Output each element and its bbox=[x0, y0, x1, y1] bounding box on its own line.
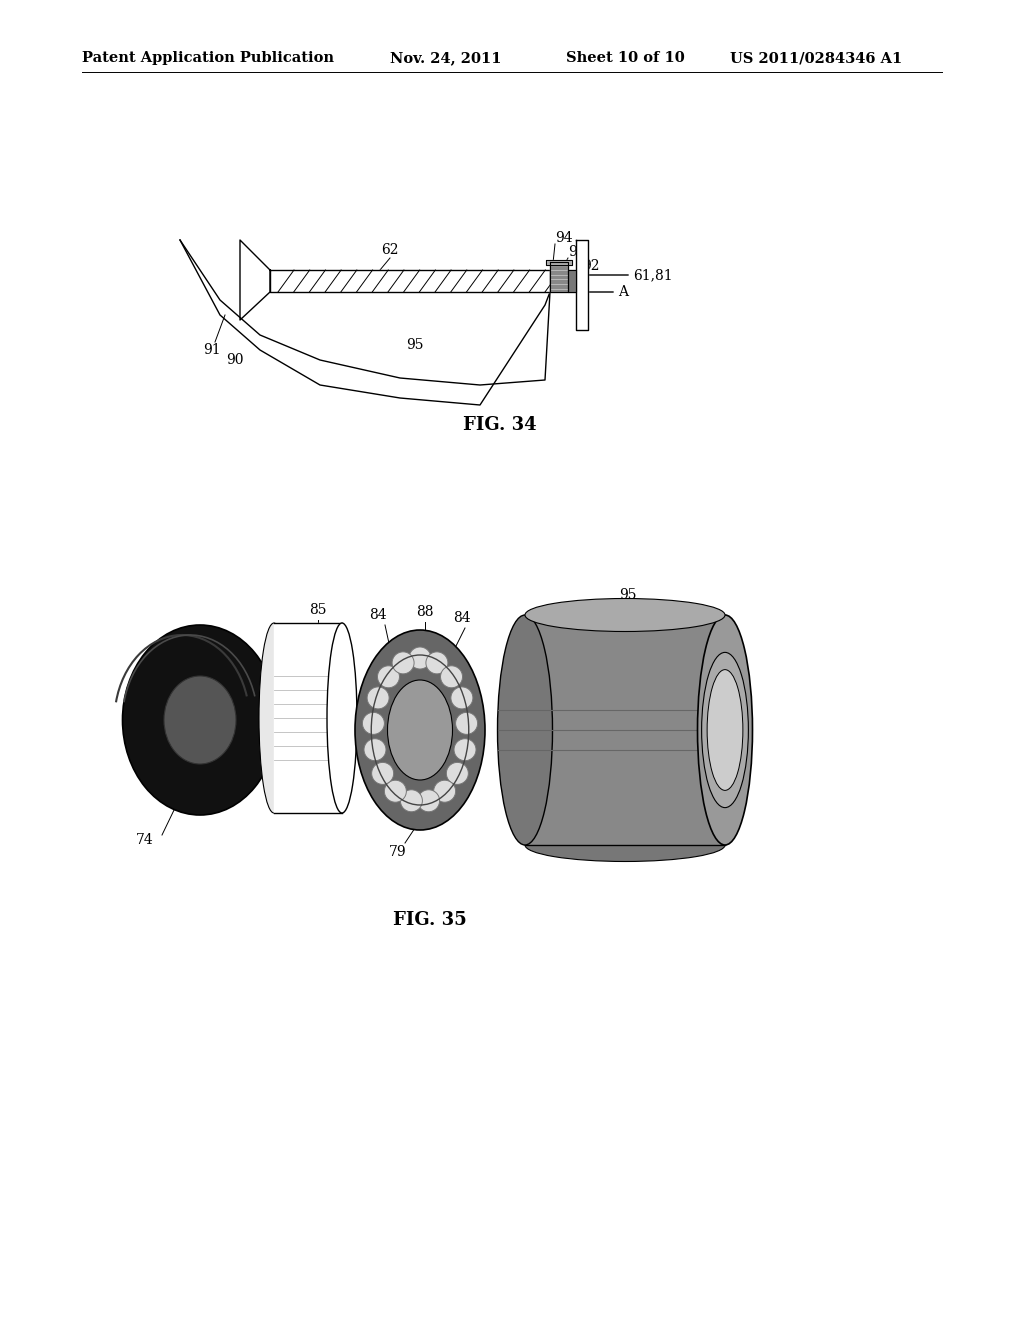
Text: 79: 79 bbox=[389, 845, 407, 859]
Ellipse shape bbox=[456, 713, 477, 734]
Ellipse shape bbox=[433, 780, 456, 803]
Text: 94: 94 bbox=[555, 231, 572, 246]
Text: 95: 95 bbox=[620, 587, 637, 602]
Ellipse shape bbox=[259, 623, 289, 813]
Text: US 2011/0284346 A1: US 2011/0284346 A1 bbox=[730, 51, 902, 65]
Ellipse shape bbox=[372, 763, 393, 784]
Ellipse shape bbox=[362, 713, 384, 734]
Text: 82: 82 bbox=[696, 634, 714, 647]
Ellipse shape bbox=[440, 665, 463, 688]
Ellipse shape bbox=[525, 598, 725, 631]
Ellipse shape bbox=[451, 686, 473, 709]
Polygon shape bbox=[550, 261, 568, 292]
Text: 74: 74 bbox=[136, 833, 154, 847]
Text: 92: 92 bbox=[662, 619, 679, 634]
Ellipse shape bbox=[164, 676, 236, 764]
Text: 95: 95 bbox=[407, 338, 424, 352]
Ellipse shape bbox=[364, 739, 386, 760]
Text: 90: 90 bbox=[226, 352, 244, 367]
Text: A: A bbox=[618, 285, 628, 300]
Ellipse shape bbox=[409, 647, 431, 669]
Ellipse shape bbox=[426, 652, 447, 675]
Ellipse shape bbox=[378, 665, 399, 688]
Text: 61,81: 61,81 bbox=[633, 268, 673, 282]
Polygon shape bbox=[274, 623, 342, 813]
Ellipse shape bbox=[400, 789, 423, 812]
Ellipse shape bbox=[355, 630, 485, 830]
Text: 62: 62 bbox=[381, 243, 398, 257]
Polygon shape bbox=[575, 240, 588, 330]
Text: 88: 88 bbox=[416, 605, 434, 619]
Text: 84: 84 bbox=[454, 611, 471, 624]
Ellipse shape bbox=[697, 615, 753, 845]
Text: 91: 91 bbox=[203, 343, 221, 356]
Text: Patent Application Publication: Patent Application Publication bbox=[82, 51, 334, 65]
Text: 84: 84 bbox=[370, 609, 387, 622]
Text: 92: 92 bbox=[582, 259, 599, 273]
Polygon shape bbox=[525, 615, 725, 845]
Ellipse shape bbox=[454, 739, 476, 760]
Text: 93: 93 bbox=[568, 246, 586, 259]
Ellipse shape bbox=[525, 829, 725, 862]
Polygon shape bbox=[546, 260, 572, 265]
Ellipse shape bbox=[701, 652, 749, 808]
Ellipse shape bbox=[392, 652, 414, 675]
Ellipse shape bbox=[368, 686, 389, 709]
Ellipse shape bbox=[387, 680, 453, 780]
Ellipse shape bbox=[446, 763, 468, 784]
Ellipse shape bbox=[498, 615, 553, 845]
Polygon shape bbox=[568, 271, 575, 292]
Polygon shape bbox=[240, 240, 270, 319]
Ellipse shape bbox=[418, 789, 439, 812]
Text: Nov. 24, 2011: Nov. 24, 2011 bbox=[390, 51, 502, 65]
Text: 85: 85 bbox=[309, 603, 327, 616]
Ellipse shape bbox=[384, 780, 407, 803]
Text: Sheet 10 of 10: Sheet 10 of 10 bbox=[566, 51, 685, 65]
Ellipse shape bbox=[327, 623, 357, 813]
Polygon shape bbox=[270, 271, 550, 292]
Text: FIG. 34: FIG. 34 bbox=[463, 416, 537, 434]
Ellipse shape bbox=[123, 624, 278, 814]
Text: FIG. 35: FIG. 35 bbox=[393, 911, 467, 929]
Ellipse shape bbox=[708, 669, 742, 791]
